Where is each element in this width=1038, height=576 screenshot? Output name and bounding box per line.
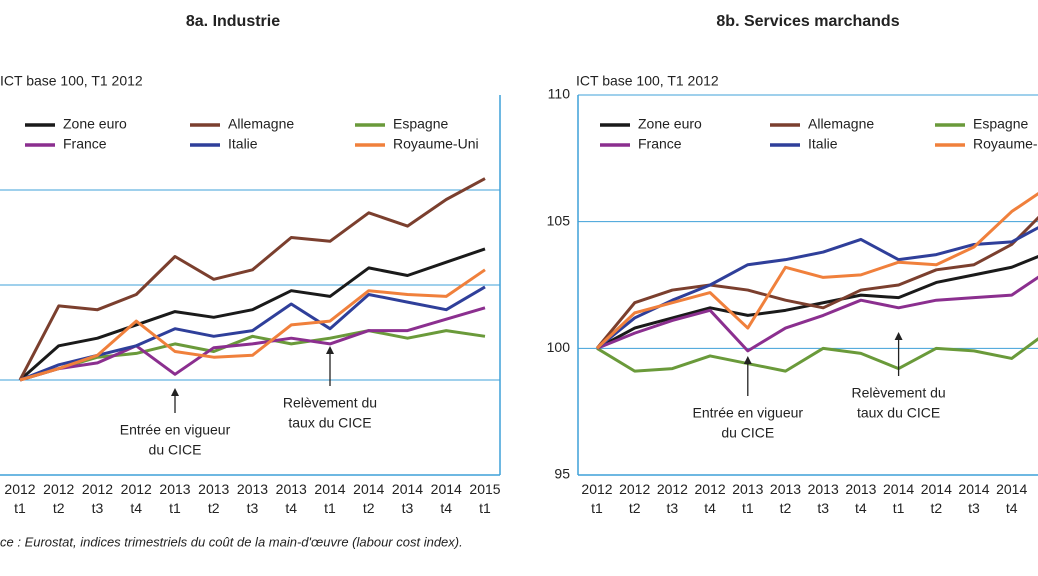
legend-label: Royaume-Uni <box>393 136 479 152</box>
legend-label: Zone euro <box>63 116 127 132</box>
x-tick-label: 2014 t2 <box>921 481 952 516</box>
legend-label: Zone euro <box>638 116 702 132</box>
legend-label: Espagne <box>393 116 448 132</box>
x-tick-label: 2012 t4 <box>121 481 152 516</box>
x-tick-label: 2015 t1 <box>469 481 500 516</box>
x-tick-label: 2014 t3 <box>958 481 989 516</box>
series-line <box>596 255 1038 350</box>
annotation-text: du CICE <box>149 442 202 458</box>
y-tick-label: 105 <box>547 212 571 228</box>
chart-title: 8b. Services marchands <box>716 13 899 30</box>
x-tick-label: 2014 t2 <box>353 481 384 516</box>
x-tick-label: 2012 t1 <box>581 481 612 516</box>
chart-title: 8a. Industrie <box>186 13 280 30</box>
x-tick-label: 2013 t1 <box>732 481 763 516</box>
x-tick-label: 2014 t1 <box>314 481 345 516</box>
x-tick-label: 2013 t4 <box>845 481 876 516</box>
x-tick-label: 2013 t3 <box>237 481 268 516</box>
x-tick-label: 2012 t1 <box>4 481 35 516</box>
annotation-text: Relèvement du <box>852 385 946 401</box>
annotation-text: taux du CICE <box>288 415 371 431</box>
legend-label: Royaume-Uni <box>973 136 1038 152</box>
x-tick-label: 2012 t2 <box>619 481 650 516</box>
plot-area <box>595 192 1038 373</box>
series-line <box>595 192 1038 350</box>
series-line <box>596 275 1038 353</box>
x-tick-label: 2014 t3 <box>392 481 423 516</box>
x-tick-label: 2013 t2 <box>770 481 801 516</box>
legend-label: Allemagne <box>228 116 294 132</box>
annotation-text: Entrée en vigueur <box>120 422 231 438</box>
y-tick-label: 110 <box>548 86 571 102</box>
source-note: ce : Eurostat, indices trimestriels du c… <box>0 534 463 549</box>
x-tick-label: 2013 t3 <box>808 481 839 516</box>
x-tick-label: 2014 t1 <box>883 481 914 516</box>
y-axis-label: ICT base 100, T1 2012 <box>576 73 719 89</box>
y-tick-label: 95 <box>554 466 570 482</box>
series-line <box>19 268 486 382</box>
legend-label: Espagne <box>973 116 1028 132</box>
annotation-text: Relèvement du <box>283 395 377 411</box>
legend-label: Italie <box>228 136 258 152</box>
annotation-text: taux du CICE <box>857 405 940 421</box>
x-tick-label: 2014 t4 <box>431 481 462 516</box>
series-line <box>19 329 486 382</box>
series-line <box>596 337 1038 373</box>
x-tick-label: 2013 t1 <box>159 481 190 516</box>
x-tick-label: 2012 t2 <box>43 481 74 516</box>
annotation-text: du CICE <box>721 425 774 441</box>
plot-area <box>18 177 486 382</box>
x-tick-label: 2014 t4 <box>996 481 1027 516</box>
annotation-arrowhead <box>743 356 752 364</box>
series-line <box>19 247 486 382</box>
x-tick-label: 2012 t3 <box>82 481 113 516</box>
legend-label: France <box>63 136 107 152</box>
y-axis-label: ICT base 100, T1 2012 <box>0 73 143 89</box>
x-tick-label: 2013 t2 <box>198 481 229 516</box>
series-line <box>18 177 486 381</box>
x-tick-label: 2012 t3 <box>657 481 688 516</box>
legend-label: Allemagne <box>808 116 874 132</box>
annotation-arrowhead <box>894 332 903 340</box>
legend-label: France <box>638 136 682 152</box>
annotation-text: Entrée en vigueur <box>693 405 804 421</box>
y-tick-label: 100 <box>547 339 571 355</box>
annotation-arrowhead <box>171 388 179 396</box>
series-line <box>596 226 1038 350</box>
legend-label: Italie <box>808 136 838 152</box>
x-tick-label: 2012 t4 <box>695 481 726 516</box>
annotation-arrowhead <box>326 346 334 354</box>
series-line <box>19 306 486 382</box>
series-line <box>595 215 1038 350</box>
x-tick-label: 2013 t4 <box>276 481 307 516</box>
series-line <box>19 285 486 382</box>
